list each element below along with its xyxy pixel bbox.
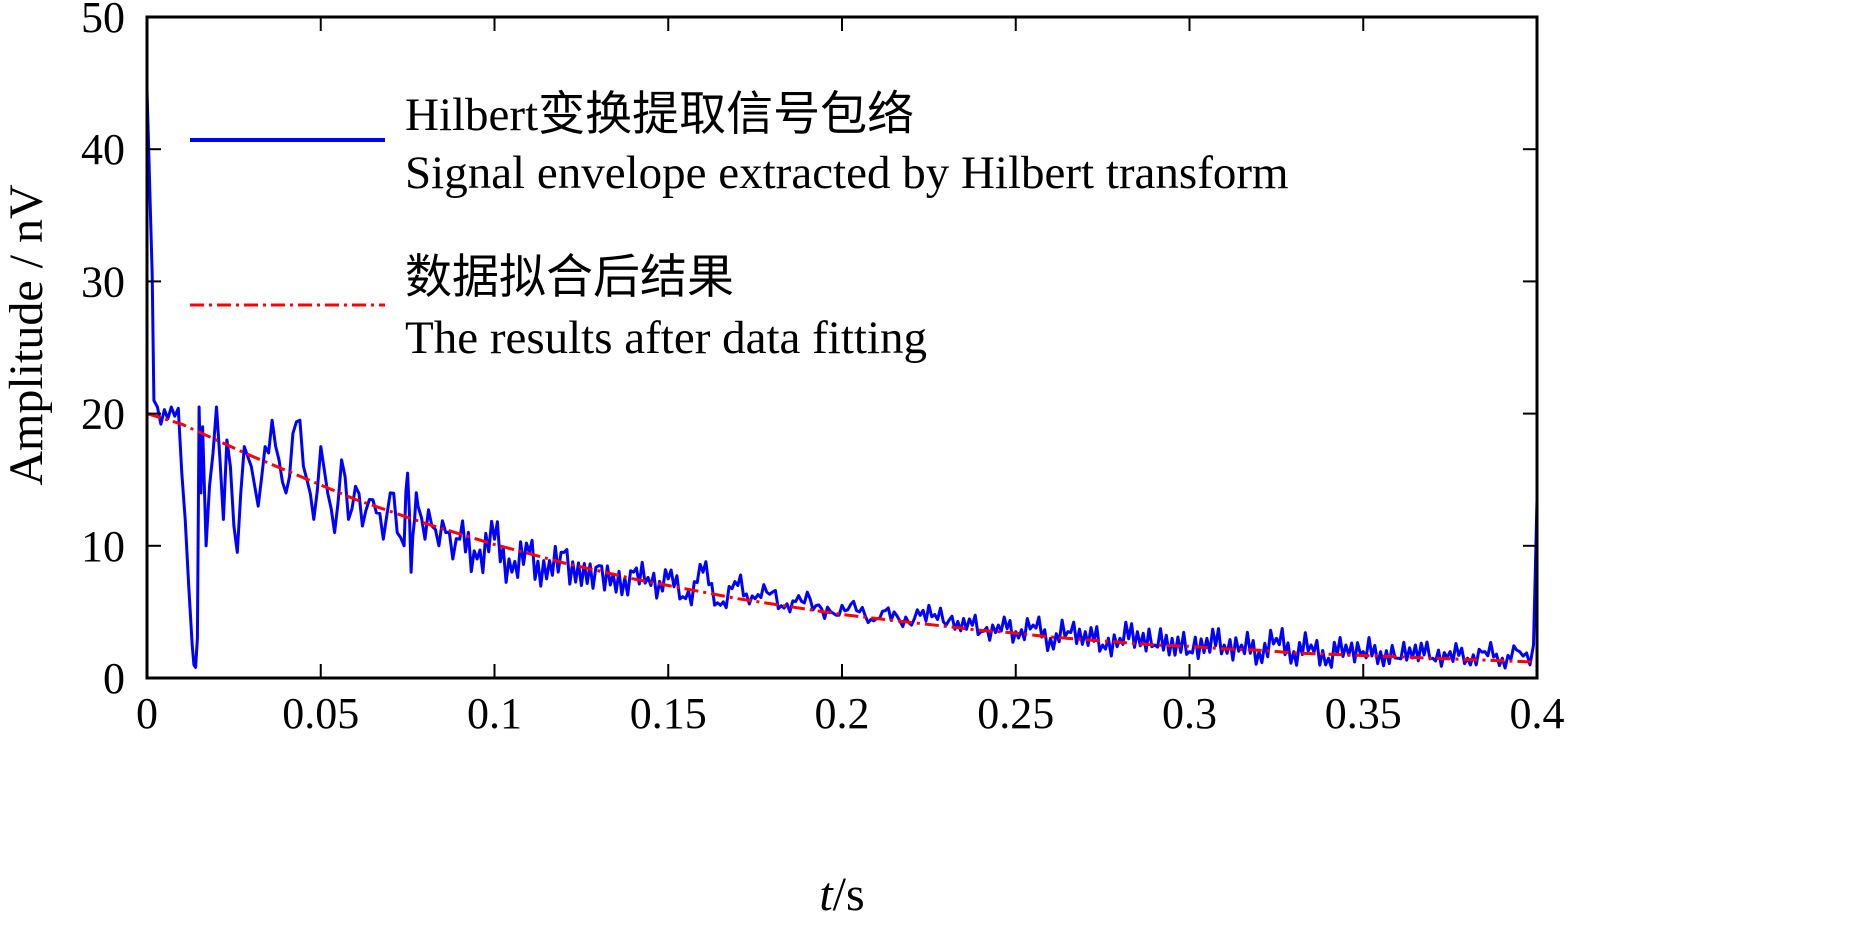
x-axis-title-unit: /s (833, 868, 865, 921)
x-axis-title-var: t (819, 868, 834, 921)
x-axis-title: t/s (819, 868, 864, 921)
x-tick-label: 0 (136, 689, 158, 738)
series-layer (147, 89, 1537, 670)
series-fit-line (147, 412, 1537, 664)
x-tick-label: 0.35 (1325, 689, 1402, 738)
legend-label-fit-cn: 数据拟合后结果 (405, 252, 734, 304)
legend-label-envelope-cn: Hilbert变换提取信号包络 (405, 89, 914, 141)
tick-labels-layer: 0 0.05 0.1 0.15 0.2 0.25 0.3 0.35 0.4 0 10 20 30 40 50 (81, 0, 1565, 738)
y-axis-title: Amplitude / nV (0, 184, 53, 486)
x-tick-label: 0.25 (977, 689, 1054, 738)
x-tick-label: 0.4 (1510, 689, 1565, 738)
y-tick-label: 20 (81, 390, 125, 439)
x-tick-label: 0.3 (1162, 689, 1217, 738)
x-tick-label: 0.1 (467, 689, 522, 738)
x-tick-label: 0.05 (282, 689, 359, 738)
y-tick-label: 30 (81, 257, 125, 306)
x-tick-label: 0.15 (630, 689, 707, 738)
y-tick-label: 40 (81, 125, 125, 174)
legend-label-fit-en: The results after data fitting (405, 312, 927, 364)
x-tick-label: 0.2 (815, 689, 870, 738)
series-envelope-line (147, 89, 1537, 670)
y-tick-label: 0 (103, 654, 125, 703)
ticks-layer (146, 16, 1538, 679)
y-tick-label: 50 (81, 0, 125, 42)
y-tick-label: 10 (81, 522, 125, 571)
legend: Hilbert变换提取信号包络 Signal envelope extracte… (190, 89, 1289, 364)
legend-label-envelope-en: Signal envelope extracted by Hilbert tra… (405, 147, 1289, 199)
